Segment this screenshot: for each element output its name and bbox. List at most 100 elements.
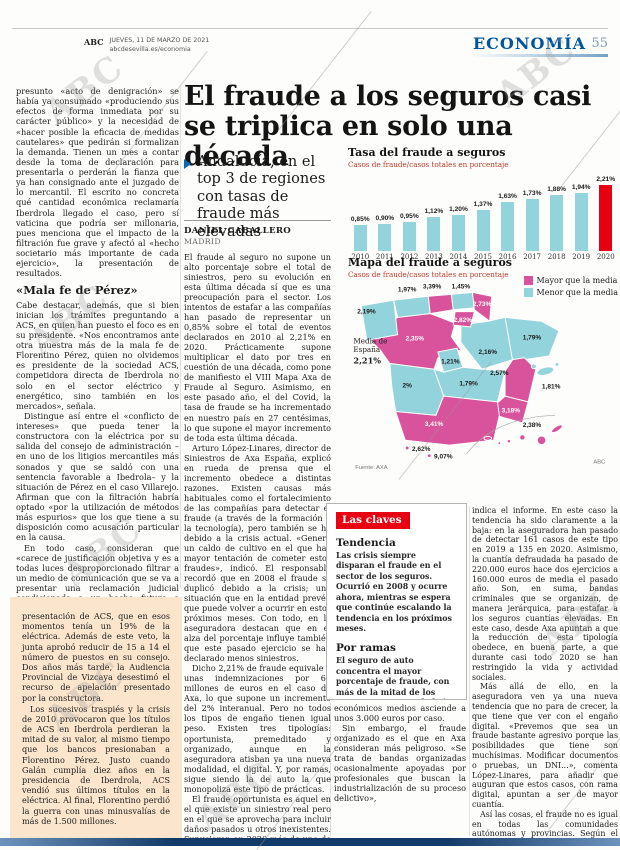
paragraph: presunto «acto de denigración» se había … [16, 86, 179, 279]
bar-value-label: 0,90% [375, 215, 395, 222]
region-asturias [393, 295, 431, 318]
map-label-ceuta: 2,62% [412, 446, 431, 453]
key-point-text: El seguro de auto concentra el mayor por… [336, 656, 454, 699]
map-label-galicia: 2,19% [357, 309, 376, 316]
map-label-la-rioja: 2,82% [454, 317, 473, 324]
paragraph: Dicho 2,21% de fraude equivale a unas in… [184, 663, 331, 794]
fraud-rate-bar-chart: Tasa del fraude a seguros Casos de fraud… [348, 146, 618, 261]
map-label-asturias: 1,97% [398, 286, 417, 293]
region-canarias [506, 439, 512, 444]
key-points-box: Las claves Tendencia Las crisis siempre … [326, 503, 467, 700]
paragraph: indica el informe. En este caso la tende… [472, 506, 618, 682]
article-column-1: El fraude al seguro no supone un alto po… [184, 252, 331, 840]
bar-year-label: 2020 [596, 253, 615, 261]
map-label-andalucia: 3,41% [425, 421, 444, 428]
article-column-2: económicos medios asciende a unos 3.000 … [334, 703, 466, 838]
site-url: abcdesevilla.es/economia [109, 45, 191, 53]
bar-chart-years: 2010 2011 2012 2013 2014 2015 2016 2017 2018 2019… [348, 253, 618, 261]
paragraph: Más allá de ello, en la aseguradora ven … [472, 682, 618, 809]
bar [574, 193, 588, 251]
column-divider [469, 506, 470, 836]
bar-slot: 0,95% [397, 213, 422, 251]
region-canarias [536, 435, 547, 446]
map-media-value: 2,21% [353, 355, 381, 365]
page-number: 55 [591, 36, 608, 51]
paragraph: Sin embargo, el fraude organizado es el … [334, 723, 466, 804]
bar-year-label: 2015 [474, 253, 492, 261]
column-divider [180, 86, 181, 588]
bar-slot: 1,12% [422, 208, 447, 251]
bar-slot: 0,90% [373, 215, 398, 251]
bar-year-label: 2018 [547, 253, 566, 261]
section-title: ECONOMÍA [472, 34, 586, 53]
article-deck: Andalucía, en el top 3 de regiones con t… [197, 154, 326, 240]
bar-chart-bars: 0,85% 0,90% 0,95% 1,12% 1,20% 1,37% 1,63% 1,73%… [348, 173, 618, 251]
fraud-map-spain: Mapa del fraude a seguros Casos de fraud… [348, 256, 618, 475]
article-column-3: indica el informe. En este caso la tende… [472, 506, 618, 838]
canarias-divider-arc [466, 414, 556, 454]
chart-title: Tasa del fraude a seguros [348, 146, 506, 159]
brand-logo: ABC [84, 37, 104, 47]
bar-value-label: 0,85% [350, 216, 370, 223]
paragraph: Arturo López-Linares, director de Sinies… [184, 442, 331, 664]
masthead: ABC JUEVES, 11 DE MARZO DE 2021 abcdesev… [84, 37, 209, 54]
map-subtitle: Casos de fraude/casos totales en porcent… [348, 270, 509, 279]
byline-rule [184, 220, 331, 221]
legend-label-below: Menor que la media [536, 288, 618, 297]
bar-value-label: 1,20% [449, 206, 468, 213]
paragraph: El fraude al seguro no supone un alto po… [184, 252, 331, 443]
bar [378, 224, 392, 251]
paragraph: El fraude oportunista es aquel en el que… [184, 793, 331, 840]
map-label-cataluna: 1,79% [523, 334, 542, 341]
map-label-baleares: 1,81% [542, 383, 561, 390]
paragraph: Distingue así entre el «conflicto de int… [16, 410, 179, 543]
map-title: Mapa del fraude a seguros [348, 256, 512, 269]
spain-map-svg: 2,19% 1,97% 3,39% 1,45% 2,73% 2,82% 2,35… [353, 284, 605, 471]
paragraph: Así las cosas, el fraude no es igual en … [472, 809, 618, 838]
region-baleares [536, 366, 555, 376]
bar-value-label: 2,21% [596, 176, 616, 183]
bar [501, 202, 515, 251]
map-label-murcia: 3,18% [502, 407, 521, 414]
region-melilla [426, 453, 432, 459]
region-madrid [437, 347, 464, 373]
section-underline [473, 54, 608, 57]
bar [353, 225, 367, 251]
paragraph: Los sucesivos traspiés y la crisis de 20… [22, 703, 170, 826]
bar-value-label: 1,12% [424, 208, 444, 215]
region-canarias [483, 435, 493, 441]
map-label-castilla-y-leon: 2,35% [406, 335, 425, 342]
bar [550, 195, 564, 251]
byline-author: DANIEL CABALLERO [184, 226, 292, 236]
map-label-navarra: 2,73% [473, 301, 492, 308]
article-headline: El fraude a los seguros casi se triplica… [184, 81, 592, 172]
bar-year-label: 2010 [351, 253, 370, 261]
left-column-highlight-box: presentación de ACS, que en esos momento… [10, 597, 182, 838]
region-canarias [519, 434, 526, 441]
bar [525, 199, 539, 251]
region-navarra [471, 291, 493, 323]
bar-value-label: 1,94% [571, 184, 591, 191]
map-media-label-2: España [353, 345, 380, 354]
region-canarias [497, 441, 502, 446]
top-rule [12, 28, 608, 29]
region-pais-vasco [450, 291, 475, 311]
legend-swatch-above [523, 276, 533, 285]
map-label-castilla-la-mancha: 1,79% [459, 381, 478, 388]
region-canarias [550, 424, 563, 434]
bar [476, 210, 490, 251]
bar [451, 215, 465, 251]
bar-year-label: 2016 [498, 253, 517, 261]
paragraph: presentación de ACS, que en esos momento… [22, 611, 170, 703]
key-point-heading: Tendencia [336, 537, 396, 549]
map-legend: Mayor que la media Menor que la media [523, 276, 618, 300]
bar-slot: 1,88% [544, 186, 569, 251]
chart-subtitle: Casos de fraude/casos totales en porcent… [348, 160, 509, 169]
region-la-rioja [452, 311, 475, 328]
map-source: Fuente: AXA [355, 465, 387, 471]
bar-slot: 1,37% [471, 201, 496, 251]
map-label-melilla: 9,07% [434, 454, 453, 461]
bar-value-label: 0,95% [400, 213, 419, 220]
left-column-subhead: «Mala fe de Pérez» [16, 283, 138, 298]
map-label-extremadura: 2% [402, 382, 412, 389]
